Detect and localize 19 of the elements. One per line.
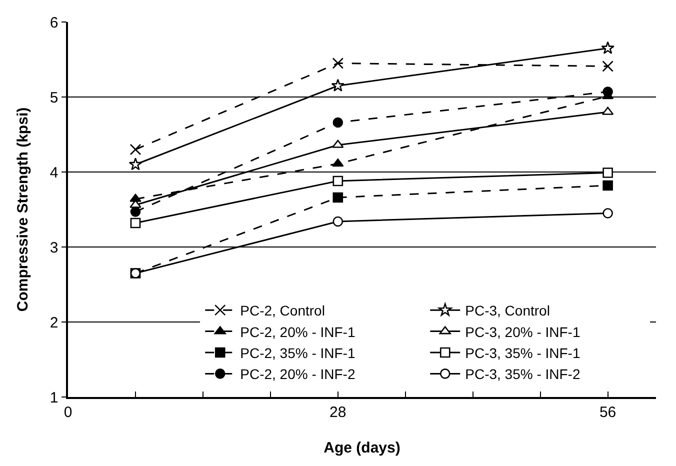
x-tick-label: 28 <box>330 404 346 421</box>
x-tick-label: 0 <box>64 404 72 421</box>
y-tick-label: 1 <box>50 389 58 406</box>
x-tick-label: 56 <box>599 404 616 421</box>
legend-label: PC-3, Control <box>465 302 550 319</box>
legend-label: PC-3, 35% - INF-1 <box>465 344 580 361</box>
y-tick-label: 4 <box>50 164 58 182</box>
y-tick-label: 6 <box>50 14 58 32</box>
legend-label: PC-3, 35% - INF-2 <box>465 366 580 382</box>
y-tick-label: 2 <box>50 314 58 332</box>
y-tick-label: 3 <box>50 239 58 256</box>
legend-label: PC-3, 20% - INF-1 <box>465 324 580 340</box>
legend-label: PC-2, Control <box>240 302 325 319</box>
y-axis-title: Compressive Strength (kpsi) <box>14 107 32 312</box>
legend-label: PC-2, 20% - INF-2 <box>240 366 356 382</box>
x-axis-title: Age (days) <box>324 440 400 456</box>
y-tick-label: 5 <box>50 89 58 106</box>
legend-label: PC-2, 35% - INF-1 <box>240 344 356 361</box>
legend-label: PC-2, 20% - INF-1 <box>240 324 356 340</box>
